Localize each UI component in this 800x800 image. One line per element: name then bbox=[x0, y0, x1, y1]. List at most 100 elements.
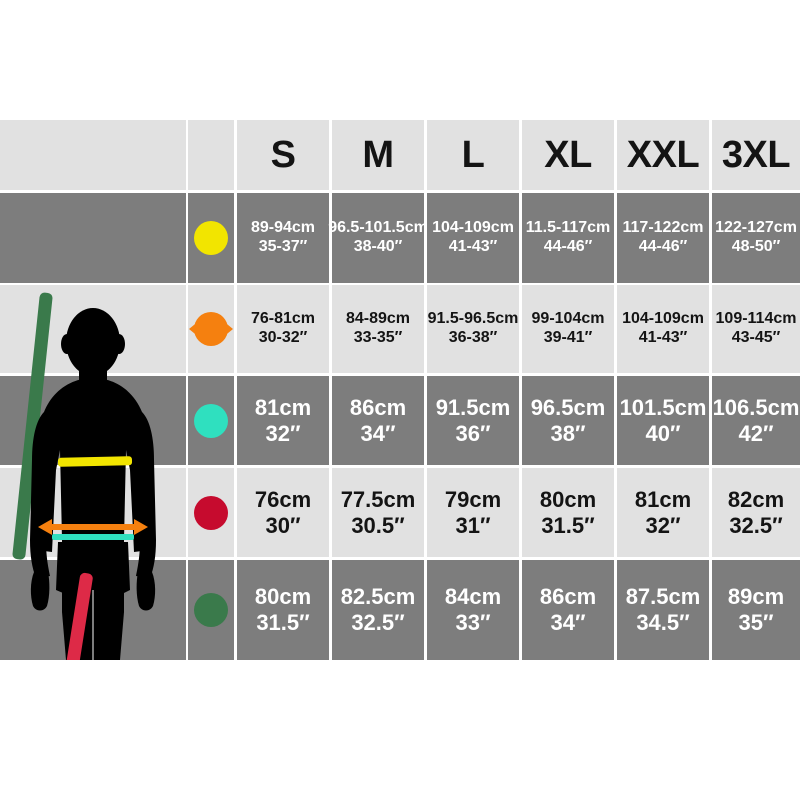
orange-double-arrow-marker-icon bbox=[189, 312, 233, 346]
value-cm: 96.5-101.5cm bbox=[328, 219, 428, 237]
value-cm: 87.5cm bbox=[625, 584, 701, 610]
body-figure-panel bbox=[0, 120, 186, 758]
value-inch: 33″ bbox=[455, 610, 491, 635]
value-inch: 31.5″ bbox=[256, 610, 310, 635]
value-cm: 109-114cm bbox=[715, 310, 797, 328]
value-cm: 91.5-96.5cm bbox=[427, 310, 519, 328]
cell-sleeve-l: 84cm 33″ bbox=[427, 560, 519, 660]
cell-sleeve-xl: 86cm 34″ bbox=[522, 560, 614, 660]
figure-band-0 bbox=[0, 120, 186, 190]
value-inch: 35-37″ bbox=[258, 238, 308, 255]
column-header-3xl: 3XL bbox=[712, 120, 800, 190]
green-circle-marker-icon bbox=[194, 593, 228, 627]
row-marker-sleeve bbox=[188, 560, 234, 660]
marker-column-header bbox=[188, 120, 234, 190]
cell-hip-xl: 96.5cm 38″ bbox=[522, 376, 614, 465]
value-cm: 89cm bbox=[727, 584, 785, 610]
cell-hip-m: 86cm 34″ bbox=[332, 376, 424, 465]
cell-hip-l: 91.5cm 36″ bbox=[427, 376, 519, 465]
value-inch: 33-35″ bbox=[353, 329, 403, 346]
cell-inseam-xxl: 81cm 32″ bbox=[617, 468, 709, 557]
figure-band-4 bbox=[0, 468, 186, 557]
value-cm: 122-127cm bbox=[715, 219, 797, 237]
value-inch: 41-43″ bbox=[448, 238, 498, 255]
cell-sleeve-3xl: 89cm 35″ bbox=[712, 560, 800, 660]
red-circle-marker-icon bbox=[194, 495, 228, 530]
value-cm: 80cm bbox=[539, 486, 597, 512]
value-cm: 84cm bbox=[444, 584, 502, 610]
value-cm: 106.5cm bbox=[712, 394, 800, 420]
value-inch: 42″ bbox=[738, 420, 774, 446]
value-inch: 31.5″ bbox=[541, 512, 595, 538]
column-header-m: M bbox=[332, 120, 424, 190]
value-cm: 96.5cm bbox=[530, 394, 606, 420]
value-inch: 34″ bbox=[360, 420, 396, 446]
cell-chest-m: 96.5-101.5cm 38-40″ bbox=[328, 193, 428, 283]
cell-hip-3xl: 106.5cm 42″ bbox=[712, 376, 800, 465]
value-cm: 101.5cm bbox=[619, 394, 707, 420]
value-inch: 43-45″ bbox=[731, 329, 781, 346]
cell-chest-xl: 11.5-117cm 44-46″ bbox=[522, 193, 614, 283]
cell-inseam-l: 79cm 31″ bbox=[427, 468, 519, 557]
column-header-xl: XL bbox=[522, 120, 614, 190]
value-inch: 44-46″ bbox=[543, 238, 593, 255]
row-marker-chest bbox=[188, 193, 234, 283]
cell-waist-l: 91.5-96.5cm 36-38″ bbox=[427, 285, 519, 373]
value-inch: 48-50″ bbox=[731, 238, 781, 255]
cell-waist-s: 76-81cm 30-32″ bbox=[237, 285, 329, 373]
value-inch: 34″ bbox=[550, 610, 586, 635]
value-cm: 91.5cm bbox=[435, 394, 511, 420]
value-cm: 82.5cm bbox=[340, 584, 416, 610]
cell-waist-m: 84-89cm 33-35″ bbox=[332, 285, 424, 373]
cell-chest-3xl: 122-127cm 48-50″ bbox=[712, 193, 800, 283]
value-cm: 81cm bbox=[634, 486, 692, 512]
value-inch: 30-32″ bbox=[258, 329, 308, 346]
value-inch: 32.5″ bbox=[729, 512, 783, 538]
value-cm: 81cm bbox=[254, 394, 312, 420]
value-inch: 30″ bbox=[265, 512, 301, 538]
value-inch: 36″ bbox=[455, 420, 491, 446]
cell-sleeve-xxl: 87.5cm 34.5″ bbox=[617, 560, 709, 660]
value-cm: 79cm bbox=[444, 486, 502, 512]
value-inch: 41-43″ bbox=[638, 329, 688, 346]
value-cm: 82cm bbox=[727, 486, 785, 512]
value-cm: 76cm bbox=[254, 486, 312, 512]
cell-inseam-m: 77.5cm 30.5″ bbox=[332, 468, 424, 557]
value-cm: 104-109cm bbox=[432, 219, 514, 237]
cell-hip-s: 81cm 32″ bbox=[237, 376, 329, 465]
cell-inseam-xl: 80cm 31.5″ bbox=[522, 468, 614, 557]
value-cm: 80cm bbox=[254, 584, 312, 610]
value-cm: 86cm bbox=[539, 584, 597, 610]
value-inch: 34.5″ bbox=[636, 610, 690, 635]
column-header-xxl: XXL bbox=[617, 120, 709, 190]
cell-inseam-3xl: 82cm 32.5″ bbox=[712, 468, 800, 557]
value-cm: 76-81cm bbox=[250, 310, 316, 328]
row-marker-waist bbox=[188, 285, 234, 373]
figure-band-3 bbox=[0, 376, 186, 465]
value-cm: 84-89cm bbox=[345, 310, 411, 328]
row-marker-hip bbox=[188, 376, 234, 465]
value-cm: 99-104cm bbox=[531, 310, 605, 328]
value-cm: 11.5-117cm bbox=[525, 219, 611, 237]
cell-sleeve-m: 82.5cm 32.5″ bbox=[332, 560, 424, 660]
figure-band-5 bbox=[0, 560, 186, 660]
column-header-s: S bbox=[237, 120, 329, 190]
value-cm: 117-122cm bbox=[622, 219, 704, 237]
value-cm: 86cm bbox=[349, 394, 407, 420]
cell-waist-xxl: 104-109cm 41-43″ bbox=[617, 285, 709, 373]
cell-chest-s: 89-94cm 35-37″ bbox=[237, 193, 329, 283]
teal-circle-marker-icon bbox=[194, 403, 228, 438]
value-inch: 35″ bbox=[738, 610, 774, 635]
arrow-tip-right-icon bbox=[222, 320, 233, 338]
figure-band-1 bbox=[0, 193, 186, 283]
value-inch: 32.5″ bbox=[351, 610, 405, 635]
arrow-tip-left-icon bbox=[189, 320, 200, 338]
cell-waist-xl: 99-104cm 39-41″ bbox=[522, 285, 614, 373]
row-marker-inseam bbox=[188, 468, 234, 557]
cell-hip-xxl: 101.5cm 40″ bbox=[617, 376, 709, 465]
cell-sleeve-s: 80cm 31.5″ bbox=[237, 560, 329, 660]
value-cm: 89-94cm bbox=[250, 219, 316, 237]
value-inch: 38-40″ bbox=[353, 238, 403, 255]
value-inch: 32″ bbox=[645, 512, 681, 538]
